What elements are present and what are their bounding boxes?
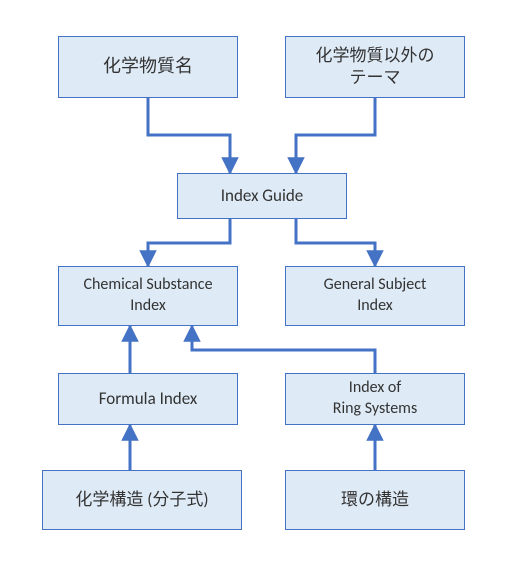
node-n7: Index of Ring Systems: [285, 373, 465, 425]
node-n6: Formula Index: [58, 373, 238, 425]
edge-n1-bottom-n3-top-offL: [148, 98, 230, 173]
node-n9: 環の構造: [285, 470, 465, 530]
node-n4: Chemical Substance Index: [58, 266, 238, 326]
node-n8: 化学構造 (分子式): [42, 470, 242, 530]
node-n5: General Subject Index: [285, 266, 465, 326]
edge-n3-bot-R-n5-top: [296, 219, 375, 266]
node-n3: Index Guide: [177, 173, 347, 219]
node-n2: 化学物質以外の テーマ: [285, 36, 465, 98]
edge-n3-bot-L-n4-top: [148, 219, 230, 266]
edge-n7-top-n4-bot-r: [192, 326, 375, 373]
node-n1: 化学物質名: [58, 36, 238, 98]
flowchart-canvas: 化学物質名化学物質以外の テーマ Index Guide Chemical Subs…: [0, 0, 519, 566]
edge-n2-bottom-n3-top-offR: [296, 98, 375, 173]
